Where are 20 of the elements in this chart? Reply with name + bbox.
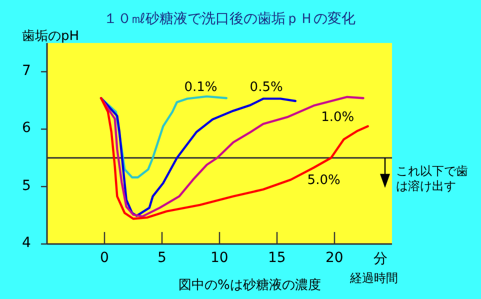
y-tick-label: 6	[22, 120, 31, 136]
y-tick-label: 5	[22, 178, 31, 194]
y-axis-title: 歯垢のpH	[22, 28, 80, 45]
x-axis-title: 経過時間	[350, 270, 398, 287]
text: 図中の%は砂糖液の濃度	[178, 277, 321, 294]
ref-line-label: これ以下で歯は溶け出す	[396, 164, 469, 194]
y-tick-label: 7	[22, 62, 31, 79]
x-tick-label: 0	[100, 250, 109, 266]
line-series	[100, 95, 228, 178]
y-tick-label: 4	[22, 235, 31, 251]
series-label: 0.1%	[184, 80, 218, 95]
series-label: 1.0%	[321, 110, 354, 125]
series-label: 0.5%	[250, 80, 283, 95]
x-tick-label: 15	[268, 250, 286, 266]
x-tick-label: 分	[374, 250, 388, 268]
chart-title: １０㎖砂糖液で洗口後の歯垢ｐＨの変化	[104, 10, 356, 28]
x-tick-label: 5	[158, 250, 166, 266]
series-label: 5.0%	[307, 172, 340, 188]
x-tick-label: 20	[326, 250, 344, 266]
x-tick-label: 10	[210, 250, 228, 266]
